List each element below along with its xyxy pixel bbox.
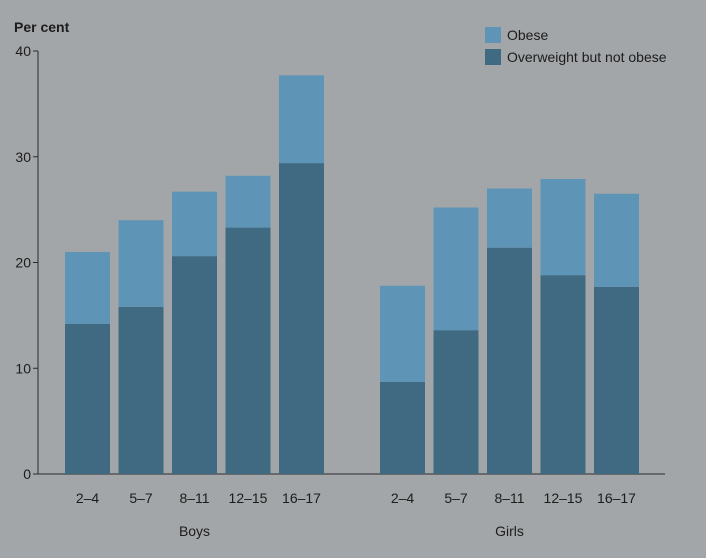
bar-segment: [433, 207, 479, 331]
bar-segment: [540, 275, 586, 474]
bar-segment: [380, 285, 425, 382]
bars: [65, 75, 639, 474]
bar-segment: [540, 178, 586, 276]
bar-segment: [279, 163, 324, 474]
legend-label: Obese: [507, 27, 548, 43]
bar-segment: [172, 256, 217, 474]
x-tick-label: 12–15: [229, 490, 268, 506]
bar-segment: [594, 193, 639, 287]
y-tick-label: 10: [15, 360, 31, 376]
y-axis-title: Per cent: [14, 19, 70, 35]
group-label: Boys: [179, 523, 210, 539]
x-tick-label: 5–7: [129, 490, 153, 506]
bar-segment: [225, 227, 271, 474]
bar-segment: [487, 247, 532, 474]
legend-swatch: [485, 27, 501, 43]
y-tick-label: 0: [23, 466, 31, 482]
legend: Obese Overweight but not obese: [485, 27, 667, 65]
bar-segment: [487, 188, 532, 248]
bar-segment: [118, 220, 164, 307]
bar-segment: [279, 75, 324, 164]
x-tick-labels: 2–4 5–7 8–11 12–15 16–17 Boys 2–4 5–7 8–11 12–15 1…: [76, 490, 636, 539]
x-tick-label: 12–15: [544, 490, 583, 506]
bar-segment: [433, 330, 479, 474]
bar-segment: [380, 381, 425, 474]
x-tick-label: 2–4: [391, 490, 415, 506]
legend-swatch: [485, 49, 501, 65]
bar-segment: [594, 286, 639, 474]
x-tick-label: 5–7: [444, 490, 468, 506]
x-tick-label: 16–17: [597, 490, 636, 506]
x-tick-label: 16–17: [282, 490, 321, 506]
legend-label: Overweight but not obese: [507, 49, 667, 65]
bar-segment: [65, 323, 110, 474]
y-tick-label: 20: [15, 255, 31, 271]
y-tick-label: 40: [15, 43, 31, 59]
y-tick-label: 30: [15, 149, 31, 165]
x-tick-label: 8–11: [179, 490, 209, 506]
bar-segment: [225, 175, 271, 228]
x-tick-label: 2–4: [76, 490, 100, 506]
x-tick-label: 8–11: [494, 490, 524, 506]
group-label: Girls: [495, 523, 524, 539]
bar-segment: [118, 306, 164, 474]
bar-segment: [65, 251, 110, 324]
bar-segment: [172, 191, 217, 257]
